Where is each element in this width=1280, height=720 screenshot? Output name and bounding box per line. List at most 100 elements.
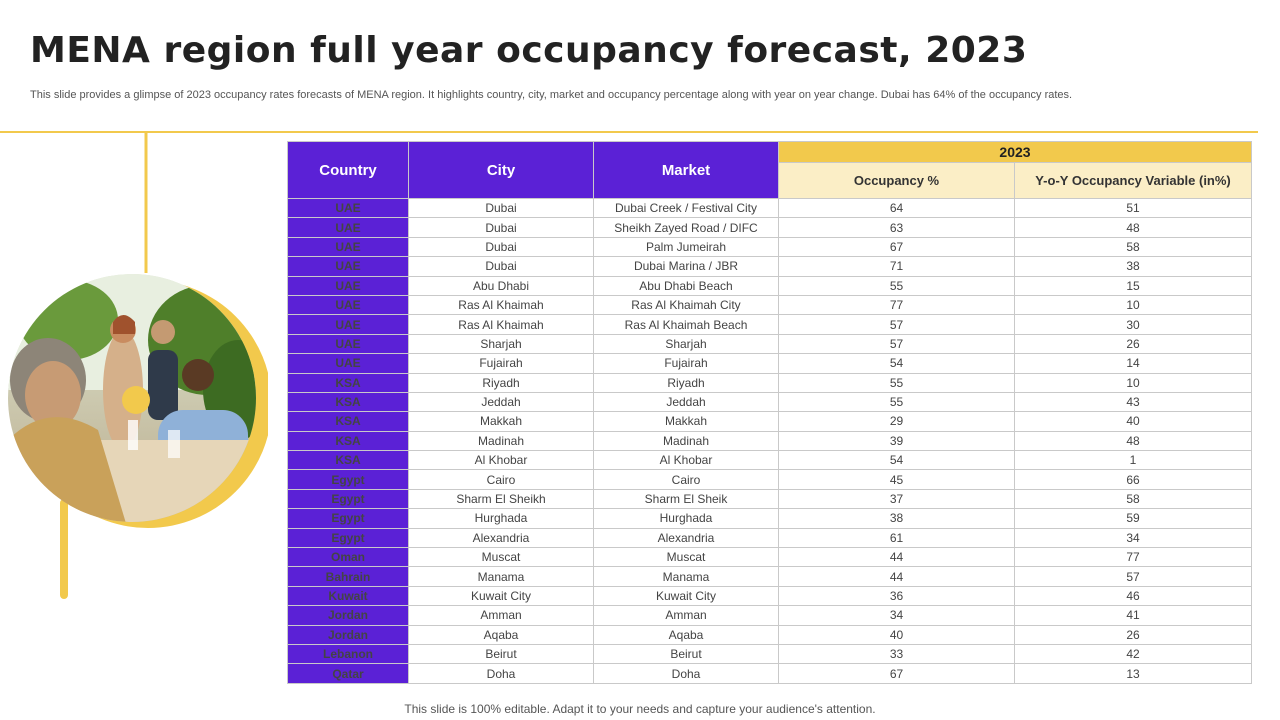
cell-city: Muscat [408, 547, 594, 568]
cell-city: Kuwait City [408, 585, 594, 607]
cell-yoy: 51 [1014, 197, 1252, 219]
cell-market: Beirut [593, 643, 779, 665]
cell-country: UAE [287, 294, 409, 316]
cell-country: Lebanon [287, 643, 409, 665]
cell-country: UAE [287, 256, 409, 277]
cell-country: Qatar [287, 663, 409, 684]
cell-occupancy: 67 [778, 236, 1015, 258]
cell-city: Ras Al Khaimah [408, 314, 594, 335]
col-header-market: Market [593, 141, 779, 199]
cell-occupancy: 45 [778, 469, 1015, 490]
cell-city: Alexandria [408, 527, 594, 549]
cell-city: Sharm El Sheikh [408, 488, 594, 510]
col-header-country: Country [287, 141, 409, 199]
cell-market: Aqaba [593, 624, 779, 645]
cell-market: Jeddah [593, 391, 779, 413]
cell-city: Madinah [408, 430, 594, 452]
col-header-year: 2023 [778, 141, 1252, 163]
cell-city: Beirut [408, 643, 594, 665]
cell-country: UAE [287, 217, 409, 238]
cell-occupancy: 29 [778, 411, 1015, 432]
cell-country: KSA [287, 450, 409, 471]
table-row: UAE Dubai Sheikh Zayed Road / DIFC 63 48 [287, 217, 1252, 238]
cell-city: Al Khobar [408, 450, 594, 471]
table-row: Egypt Sharm El Sheikh Sharm El Sheik 37 58 [287, 488, 1252, 510]
cell-yoy: 13 [1014, 663, 1252, 684]
cell-yoy: 57 [1014, 566, 1252, 587]
cell-yoy: 26 [1014, 624, 1252, 645]
cell-city: Amman [408, 605, 594, 626]
cell-occupancy: 64 [778, 197, 1015, 219]
cell-occupancy: 55 [778, 391, 1015, 413]
cell-yoy: 48 [1014, 430, 1252, 452]
col-header-occupancy: Occupancy % [778, 162, 1015, 199]
cell-yoy: 1 [1014, 450, 1252, 471]
cell-occupancy: 77 [778, 294, 1015, 316]
cell-country: KSA [287, 391, 409, 413]
table-row: Qatar Doha Doha 67 13 [287, 663, 1252, 684]
cell-market: Alexandria [593, 527, 779, 549]
cell-country: UAE [287, 314, 409, 335]
cell-city: Sharjah [408, 333, 594, 355]
table-row: KSA Madinah Madinah 39 48 [287, 430, 1252, 452]
cell-country: Jordan [287, 605, 409, 626]
cell-yoy: 40 [1014, 411, 1252, 432]
page-subtitle: This slide provides a glimpse of 2023 oc… [30, 89, 1073, 101]
cell-market: Sharm El Sheik [593, 488, 779, 510]
table-row: UAE Sharjah Sharjah 57 26 [287, 333, 1252, 355]
table-row: UAE Fujairah Fujairah 54 14 [287, 353, 1252, 374]
cell-yoy: 38 [1014, 256, 1252, 277]
table-row: UAE Ras Al Khaimah Ras Al Khaimah City 77 10 [287, 294, 1252, 316]
cell-occupancy: 44 [778, 547, 1015, 568]
cell-city: Aqaba [408, 624, 594, 645]
table-row: KSA Al Khobar Al Khobar 54 1 [287, 450, 1252, 471]
cell-city: Fujairah [408, 353, 594, 374]
table-row: UAE Dubai Dubai Marina / JBR 71 38 [287, 256, 1252, 277]
cell-occupancy: 55 [778, 372, 1015, 393]
cell-city: Jeddah [408, 391, 594, 413]
cell-country: UAE [287, 333, 409, 355]
table-row: KSA Riyadh Riyadh 55 10 [287, 372, 1252, 393]
cell-country: Bahrain [287, 566, 409, 587]
cell-occupancy: 63 [778, 217, 1015, 238]
cell-country: Egypt [287, 488, 409, 510]
table-row: UAE Ras Al Khaimah Ras Al Khaimah Beach 57 3… [287, 314, 1252, 335]
cell-city: Dubai [408, 236, 594, 258]
cell-yoy: 66 [1014, 469, 1252, 490]
cell-market: Kuwait City [593, 585, 779, 607]
cell-city: Manama [408, 566, 594, 587]
cell-occupancy: 54 [778, 450, 1015, 471]
cell-city: Dubai [408, 217, 594, 238]
cell-yoy: 15 [1014, 275, 1252, 296]
cell-market: Manama [593, 566, 779, 587]
cell-country: KSA [287, 372, 409, 393]
cell-market: Amman [593, 605, 779, 626]
business-meeting-photo [8, 274, 268, 528]
cell-city: Ras Al Khaimah [408, 294, 594, 316]
cell-market: Sheikh Zayed Road / DIFC [593, 217, 779, 238]
cell-market: Dubai Creek / Festival City [593, 197, 779, 219]
footer-note: This slide is 100% editable. Adapt it to… [404, 702, 876, 716]
cell-yoy: 26 [1014, 333, 1252, 355]
table-row: UAE Dubai Palm Jumeirah 67 58 [287, 236, 1252, 258]
table-row: Oman Muscat Muscat 44 77 [287, 547, 1252, 568]
table-row: Egypt Hurghada Hurghada 38 59 [287, 508, 1252, 529]
cell-city: Cairo [408, 469, 594, 490]
cell-occupancy: 57 [778, 314, 1015, 335]
table-row: Egypt Alexandria Alexandria 61 34 [287, 527, 1252, 549]
table-row: Jordan Aqaba Aqaba 40 26 [287, 624, 1252, 645]
cell-occupancy: 61 [778, 527, 1015, 549]
col-header-yoy: Y-o-Y Occupancy Variable (in%) [1014, 162, 1252, 199]
cell-country: Egypt [287, 508, 409, 529]
cell-occupancy: 40 [778, 624, 1015, 645]
cell-market: Dubai Marina / JBR [593, 256, 779, 277]
cell-country: Oman [287, 547, 409, 568]
cell-yoy: 46 [1014, 585, 1252, 607]
cell-yoy: 41 [1014, 605, 1252, 626]
table-row: Kuwait Kuwait City Kuwait City 36 46 [287, 585, 1252, 607]
cell-market: Abu Dhabi Beach [593, 275, 779, 296]
cell-country: UAE [287, 353, 409, 374]
cell-yoy: 77 [1014, 547, 1252, 568]
cell-city: Riyadh [408, 372, 594, 393]
cell-city: Abu Dhabi [408, 275, 594, 296]
